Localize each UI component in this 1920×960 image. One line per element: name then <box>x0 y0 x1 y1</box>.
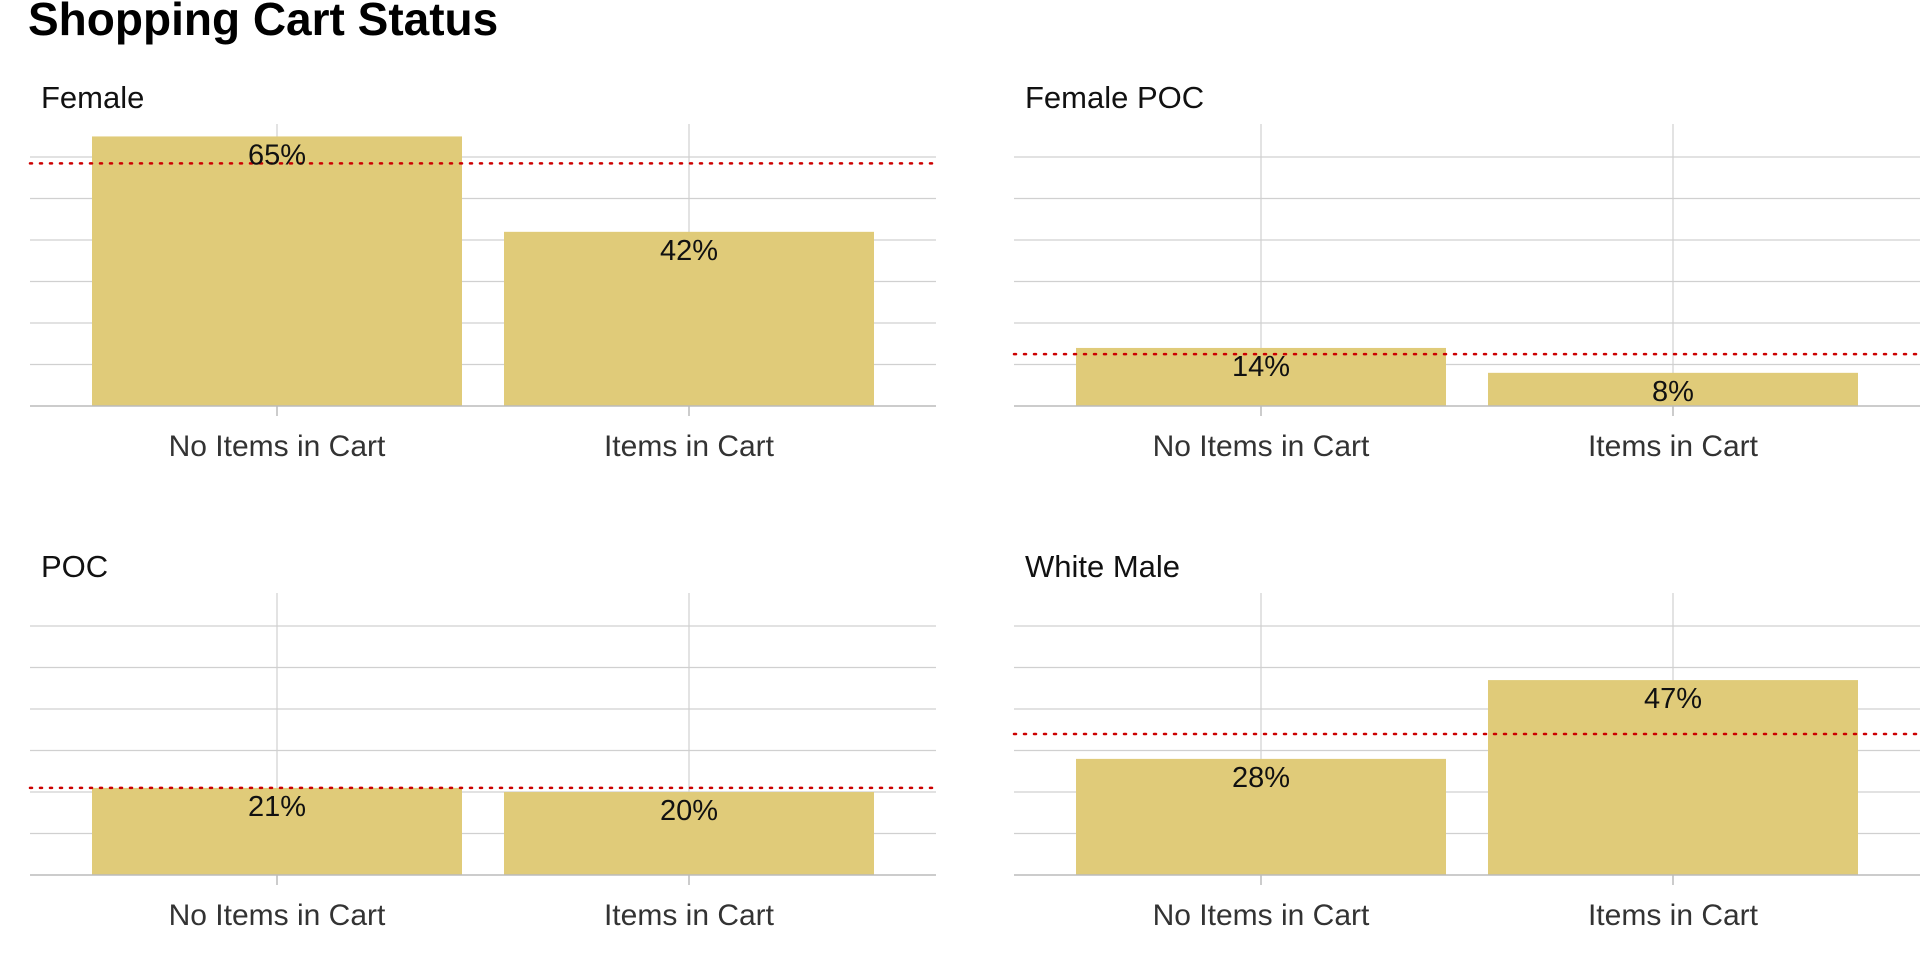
data-label: 42% <box>660 235 718 267</box>
bar <box>504 231 874 406</box>
bar <box>92 136 462 407</box>
data-label: 14% <box>1232 351 1290 383</box>
panel-title: POC <box>41 549 108 584</box>
data-label: 20% <box>660 795 718 827</box>
x-tick-label: No Items in Cart <box>169 430 386 463</box>
x-tick-label: No Items in Cart <box>169 899 386 932</box>
bar <box>1076 758 1446 875</box>
panel-title: Female POC <box>1025 80 1204 115</box>
bar <box>504 792 874 875</box>
data-label: 28% <box>1232 762 1290 794</box>
bar <box>1488 372 1858 406</box>
x-tick-label: Items in Cart <box>1588 430 1759 463</box>
panel-title: Female <box>41 80 144 115</box>
data-label: 8% <box>1652 376 1694 408</box>
x-tick-label: Items in Cart <box>604 899 775 932</box>
bar <box>1488 680 1858 875</box>
page-title: Shopping Cart Status <box>28 0 499 45</box>
x-tick-label: No Items in Cart <box>1153 899 1370 932</box>
data-label: 47% <box>1644 683 1702 715</box>
panel-title: White Male <box>1025 549 1180 584</box>
bar <box>92 787 462 875</box>
x-tick-label: No Items in Cart <box>1153 430 1370 463</box>
x-tick-label: Items in Cart <box>604 430 775 463</box>
x-tick-label: Items in Cart <box>1588 899 1759 932</box>
data-label: 21% <box>248 791 306 823</box>
bar <box>1076 347 1446 406</box>
data-label: 65% <box>248 139 306 171</box>
